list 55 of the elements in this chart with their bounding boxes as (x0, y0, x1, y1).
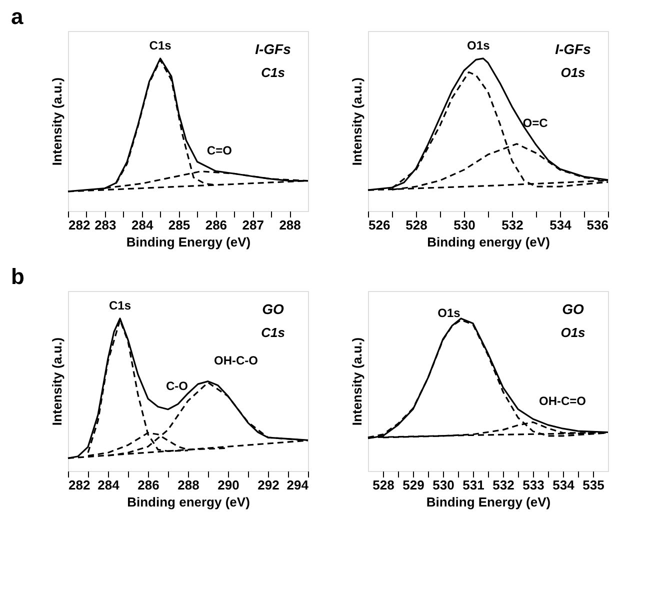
annotation: O1s (560, 325, 586, 340)
text: GO (262, 301, 284, 317)
x-tick-label: 530 (454, 218, 476, 232)
annotation: C-O (166, 378, 188, 393)
x-tick-label: 284 (131, 218, 154, 232)
x-tick-label: 526 (368, 218, 390, 232)
chart-title: b (11, 264, 24, 289)
x-tick-label: 287 (242, 218, 264, 232)
x-axis-title: Binding Energy (eV) (126, 234, 251, 250)
x-tick-label: 283 (94, 218, 116, 232)
text: GO (562, 301, 584, 317)
x-tick-label: 292 (258, 478, 280, 492)
annotation: O1s (438, 306, 461, 320)
x-tick-label: 286 (205, 218, 228, 232)
x-tick-label: 282 (68, 218, 90, 232)
x-axis-title: Binding Energy (eV) (426, 494, 551, 510)
x-tick-label: 536 (586, 218, 608, 232)
x-tick-label: 288 (279, 218, 301, 232)
annotation: C1s (108, 298, 132, 312)
annotation: C1s (149, 38, 172, 52)
text: I-GFs (555, 41, 592, 57)
annotation: OH-C-O (214, 353, 258, 368)
annotation: O1s (560, 65, 586, 80)
x-tick-label: 290 (218, 478, 240, 492)
annotation: O1s (467, 38, 490, 52)
annotation: C1s (261, 65, 285, 80)
x-tick-label: 284 (98, 478, 120, 492)
annotation: OH-C=O (539, 394, 586, 408)
x-axis-title: Binding energy (eV) (427, 234, 550, 250)
x-tick-label: 530 (432, 478, 454, 492)
x-tick-label: 529 (402, 478, 424, 492)
x-tick-label: 532 (502, 218, 524, 232)
y-axis-title: Intensity (a.u.) (350, 337, 364, 426)
y-axis-title: Intensity (a.u.) (50, 77, 64, 166)
x-tick-label: 288 (178, 478, 200, 492)
x-tick-label: 535 (582, 478, 604, 492)
x-tick-label: 532 (492, 478, 514, 492)
y-axis-title: Intensity (a.u.) (350, 77, 364, 166)
x-tick-label: 286 (138, 478, 160, 492)
x-tick-label: 534 (552, 478, 576, 492)
x-tick-label: 533 (522, 478, 544, 492)
x-tick-label: 528 (372, 478, 394, 492)
x-tick-label: 534 (550, 218, 572, 232)
x-tick-label: 294 (286, 478, 310, 492)
x-tick-label: 531 (462, 478, 484, 492)
y-axis-title: Intensity (a.u.) (50, 337, 64, 426)
annotation: C=O (206, 143, 232, 158)
text: I-GFs (255, 41, 292, 57)
annotation: C1s (261, 325, 285, 340)
chart-title: a (11, 4, 24, 29)
x-tick-label: 285 (168, 218, 190, 232)
x-tick-label: 528 (406, 218, 428, 232)
annotation: O=C (522, 116, 548, 130)
x-axis-title: Binding energy (eV) (127, 494, 250, 510)
x-tick-label: 282 (68, 478, 90, 492)
